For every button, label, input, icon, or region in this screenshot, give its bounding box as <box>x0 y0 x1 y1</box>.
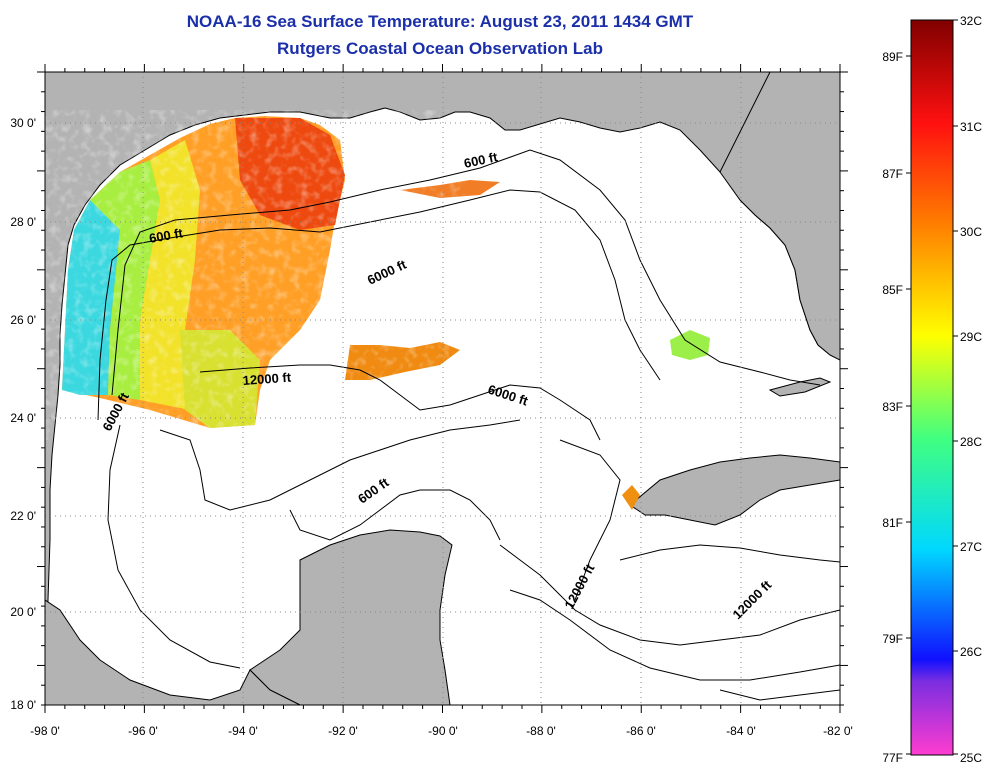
lon-tick-label: -98 0' <box>30 724 60 738</box>
lon-tick-label: -96 0' <box>128 724 158 738</box>
bathymetry-contours <box>97 149 840 701</box>
lat-tick-label: 28 0' <box>10 215 36 229</box>
contour-label: 12000 ft <box>242 370 292 388</box>
lat-tick-label: 30 0' <box>10 116 36 130</box>
longitude-axis: -98 0' -96 0' -94 0' -92 0' -90 0' -88 0… <box>30 724 853 738</box>
lat-tick-label: 24 0' <box>10 411 36 425</box>
latitude-axis: 30 0' 28 0' 26 0' 24 0' 22 0' 20 0' 18 0… <box>10 116 36 712</box>
colorbar-celsius-label: 30C <box>960 225 982 239</box>
colorbar-fahrenheit-label: 81F <box>882 516 903 530</box>
lon-tick-label: -92 0' <box>328 724 358 738</box>
colorbar-celsius-label: 31C <box>960 120 982 134</box>
lon-tick-label: -90 0' <box>428 724 458 738</box>
colorbar-celsius-label: 27C <box>960 540 982 554</box>
colorbar-fahrenheit-label: 89F <box>882 50 903 64</box>
sst-swath <box>45 110 710 510</box>
lat-tick-label: 20 0' <box>10 605 36 619</box>
tick-marks <box>37 64 848 713</box>
colorbar-celsius-label: 28C <box>960 435 982 449</box>
colorbar-gradient <box>910 19 954 756</box>
lon-tick-label: -82 0' <box>823 724 853 738</box>
colorbar-celsius-label: 26C <box>960 645 982 659</box>
contour-label: 600 ft <box>463 149 500 171</box>
contour-label: 600 ft <box>148 225 185 246</box>
colorbar-celsius-label: 25C <box>960 751 982 765</box>
lon-tick-label: -84 0' <box>726 724 756 738</box>
lon-tick-label: -86 0' <box>626 724 656 738</box>
lon-tick-label: -94 0' <box>228 724 258 738</box>
colorbar-celsius-label: 32C <box>960 14 982 28</box>
lat-tick-label: 18 0' <box>10 698 36 712</box>
colorbar-fahrenheit-label: 87F <box>882 167 903 181</box>
lon-tick-label: -88 0' <box>526 724 556 738</box>
graticule <box>45 72 840 705</box>
lat-tick-label: 22 0' <box>10 509 36 523</box>
colorbar-fahrenheit-label: 77F <box>882 751 903 765</box>
temperature-colorbar: 32C 31C 30C 29C 28C 27C 26C 25C 89F 87F … <box>882 14 982 765</box>
lat-tick-label: 26 0' <box>10 313 36 327</box>
colorbar-fahrenheit-label: 79F <box>882 632 903 646</box>
colorbar-celsius-label: 29C <box>960 330 982 344</box>
colorbar-fahrenheit-label: 85F <box>882 283 903 297</box>
colorbar-fahrenheit-label: 83F <box>882 400 903 414</box>
map-title: NOAA-16 Sea Surface Temperature: August … <box>186 12 694 31</box>
map-subtitle: Rutgers Coastal Ocean Observation Lab <box>277 39 603 58</box>
